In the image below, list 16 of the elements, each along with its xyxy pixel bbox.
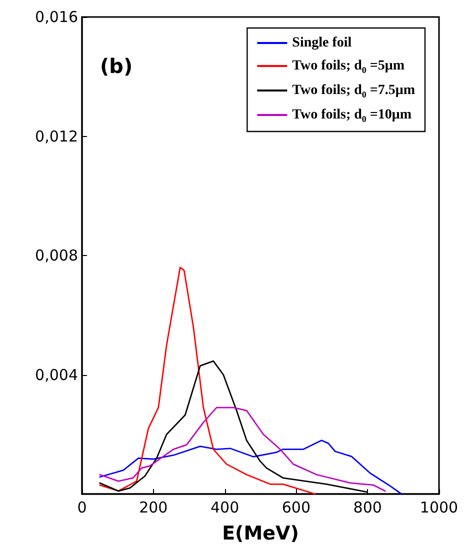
x-tick-label: 1000 bbox=[420, 498, 458, 516]
x-tick-label: 800 bbox=[353, 498, 382, 516]
line-series bbox=[99, 266, 316, 495]
x-tick-label: 400 bbox=[210, 498, 240, 516]
line-series bbox=[99, 406, 386, 492]
annotation: (b) bbox=[100, 54, 133, 78]
x-tick-label: 200 bbox=[139, 498, 168, 516]
line-series bbox=[99, 440, 402, 495]
y-tick-label: 0,012 bbox=[35, 127, 78, 146]
y-tick-label: 0,008 bbox=[35, 246, 78, 264]
x-axis-title: E(MeV) bbox=[222, 522, 299, 544]
x-tick-label: 600 bbox=[282, 498, 311, 516]
y-tick-label: 0,004 bbox=[35, 366, 78, 384]
x-tick-label: 0 bbox=[77, 498, 87, 516]
legend-label: Single foil bbox=[292, 36, 352, 50]
y-tick-label: 0,016 bbox=[35, 8, 78, 26]
